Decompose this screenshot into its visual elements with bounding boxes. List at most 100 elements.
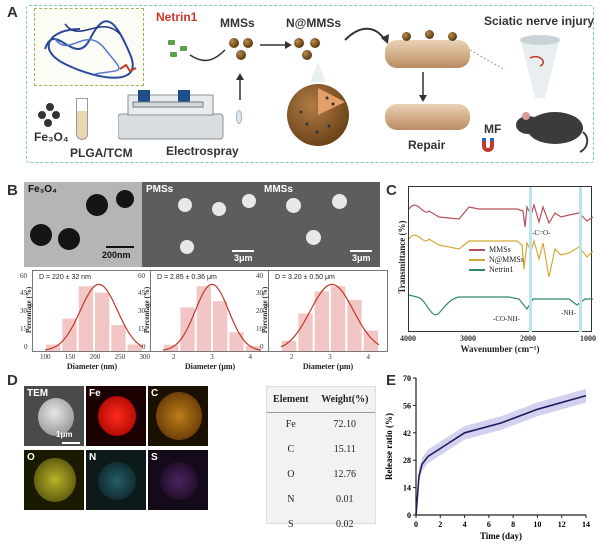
histogram-plot (280, 283, 380, 351)
table-row: Fe 72.10 (267, 412, 375, 437)
sem-image-mmss: MMSs 3μm (260, 182, 380, 267)
tick: 200 (89, 353, 101, 361)
scale-bar (106, 246, 134, 248)
histogram-bar (298, 313, 313, 351)
highlight-band (529, 187, 532, 332)
ftir-xticks: 4000 3000 2000 1000 (400, 334, 596, 343)
mmss-label: MMSs (220, 16, 255, 30)
n-mms-particle (294, 38, 304, 48)
scale-bar-label: 3μm (234, 253, 253, 263)
netrin1-label: Netrin1 (156, 10, 198, 24)
s-map: S (148, 450, 208, 510)
tick: 60 (20, 272, 27, 280)
ftir-spectra (408, 202, 594, 316)
gaussian-fit (162, 283, 262, 351)
histogram-plot (162, 283, 262, 351)
panel-c-letter: C (386, 182, 397, 199)
x-tick-label: 2 (438, 520, 442, 529)
legend-entry: Netrin1 (489, 265, 514, 274)
mms-particle (243, 38, 253, 48)
cell: 12.76 (333, 469, 357, 480)
tick: 45 (20, 289, 27, 297)
repaired-nerve (385, 104, 470, 130)
panel-a-arrows (189, 27, 506, 102)
sem-label: PMSs (146, 184, 174, 195)
c-map: C (148, 386, 208, 446)
repair-label: Repair (408, 138, 446, 152)
cell: C (287, 444, 295, 455)
cell: 72.10 (333, 419, 357, 431)
histogram-bar (331, 286, 346, 351)
histogram-bar (196, 286, 211, 351)
tick: 2 (172, 353, 176, 361)
tick: 250 (114, 353, 126, 361)
panel-d-letter: D (7, 372, 18, 389)
sem-image-pmss: PMSs 3μm (142, 182, 262, 267)
histogram-annotation: D = 3.20 ± 0.50 μm (275, 274, 335, 281)
table-row: O 12.76 (267, 462, 375, 487)
tick: 4 (248, 353, 253, 361)
gaussian-fit (280, 283, 380, 348)
scale-bar (350, 250, 372, 252)
scale-bar-label: 1μm (56, 430, 73, 439)
map-label: O (27, 452, 35, 463)
highlight-band (579, 187, 582, 332)
y-tick-label: 42 (403, 429, 411, 438)
tick: 30 (138, 307, 145, 315)
histogram-annotation: D = 220 ± 32 nm (39, 274, 91, 281)
nh-annotation: -NH- (561, 309, 576, 317)
y-tick-label: 56 (403, 401, 411, 410)
tick: 0 (142, 343, 146, 351)
x-tick-label: 6 (487, 520, 491, 529)
mouse-illustration (516, 35, 589, 153)
x-tick-label: 14 (582, 520, 590, 529)
tick: 2 (290, 353, 294, 361)
o-map: O (24, 450, 84, 510)
tem-image: TEM 1μm (24, 386, 84, 446)
mms-particle (236, 50, 246, 60)
tick: 300 (139, 353, 151, 361)
x-tick-label: 10 (533, 520, 541, 529)
tick: 10 (256, 325, 263, 333)
y-tick-label: 28 (403, 456, 411, 465)
gaussian-fit (44, 283, 144, 351)
tick: 60 (138, 272, 145, 280)
n-map: N (86, 450, 146, 510)
n-mms-particle (425, 30, 434, 39)
histogram-bar (314, 291, 329, 351)
histogram-annotation: D = 2.85 ± 0.36 μm (157, 274, 217, 281)
fe3o4-label: Fe₃O₄ (34, 130, 69, 144)
cell: N (287, 494, 295, 505)
y-tick-label: 14 (403, 484, 411, 493)
ftir-xlabel: Wavenumber (cm⁻¹) (460, 344, 540, 354)
histogram-xlabel: Diameter (μm) (302, 362, 354, 371)
scale-bar-label: 200nm (102, 250, 131, 260)
histogram-yticks: 60 45 30 15 0 (138, 272, 148, 352)
conh-annotation: -CO-NH- (493, 315, 520, 323)
x-tick-label: 4 (463, 520, 467, 529)
release-confidence-band (416, 388, 586, 515)
tick: 3 (328, 353, 332, 361)
tick: 1000 (580, 334, 596, 343)
histogram-bar (213, 301, 228, 351)
fe-map: Fe (86, 386, 146, 446)
histogram-bar (78, 286, 93, 351)
map-label: C (151, 388, 159, 399)
n-mms-particle (310, 38, 320, 48)
spectrum-netrin1 (408, 294, 593, 316)
test-tube (76, 98, 88, 140)
y-tick-label: 70 (403, 374, 411, 383)
co-annotation: -C=O- (532, 229, 551, 237)
cell: Fe (285, 419, 296, 431)
netrin1-fragment (168, 40, 175, 45)
histogram-bar (127, 344, 142, 351)
histogram-yticks: 60 45 30 15 0 (20, 272, 30, 352)
scale-bar (232, 250, 254, 252)
n-mms-particle (302, 50, 312, 60)
map-label: Fe (89, 388, 101, 399)
nerve-conduit (385, 40, 470, 68)
cell: S (288, 519, 294, 530)
n-mms-particle (402, 32, 411, 41)
histogram-xticks: 2 3 4 (290, 353, 370, 361)
cell: 15.11 (333, 444, 356, 455)
